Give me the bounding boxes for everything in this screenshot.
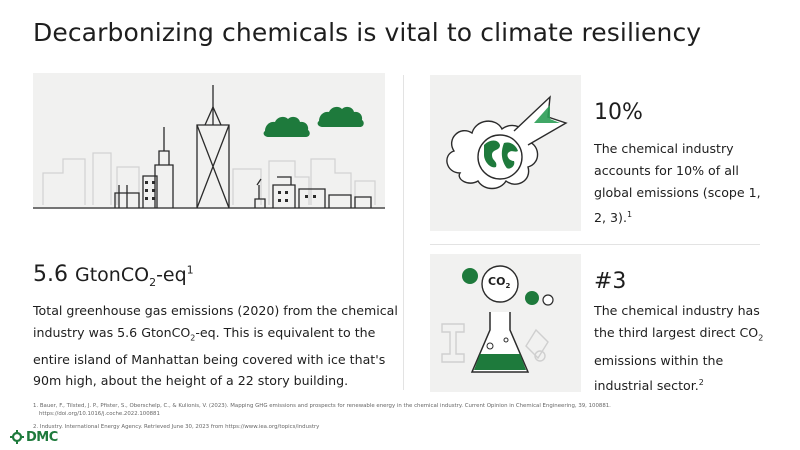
emissions-headline: 5.6 GtonCO2-eq1	[33, 262, 194, 289]
footnote-ref-1b: 1	[626, 210, 633, 219]
emissions-unit-subscript: 2	[149, 275, 157, 289]
globe-smoke-icon	[446, 95, 568, 190]
footnote-1-citation: 1. Bauer, F., Tilsted, J. P., Pfister, S…	[33, 403, 611, 409]
footnote-1-link[interactable]: https://doi.org/10.1016/j.coche.2022.100…	[39, 410, 160, 417]
footnote-ref-2: 2	[698, 377, 704, 387]
stat-3-text-cont: emissions within the industrial sector.	[594, 352, 724, 393]
dmc-logo-text: DMC	[26, 429, 58, 445]
vertical-divider	[403, 75, 404, 390]
stat-rank-3: #3	[594, 269, 627, 294]
skyline-drawing	[33, 85, 385, 241]
slide-title: Decarbonizing chemicals is vital to clim…	[33, 18, 702, 47]
stat-10-percent: 10%	[594, 100, 643, 125]
manhattan-skyline-illustration	[33, 73, 385, 241]
stat-10-percent-description: The chemical industry accounts for 10% o…	[594, 138, 774, 229]
footnote-2: 2. Industry. International Energy Agency…	[33, 424, 320, 430]
emissions-description-text-cont: -eq. This is equivalent to the entire is…	[33, 324, 386, 389]
footnote-1: 1. Bauer, F., Tilsted, J. P., Pfister, S…	[33, 403, 733, 418]
emissions-description-subscript: 2	[190, 333, 196, 343]
co2-subscript: 2	[505, 282, 511, 291]
co2-bubble-label: CO2	[488, 275, 510, 290]
stat-3-subscript: 2	[758, 333, 764, 343]
dmc-gear-icon	[10, 430, 24, 444]
stat-3-text: The chemical industry has the third larg…	[594, 303, 760, 340]
stat-10-text: The chemical industry accounts for 10% o…	[594, 141, 761, 226]
emissions-value: 5.6	[33, 262, 68, 287]
dmc-logo: DMC	[10, 429, 58, 445]
co2-label: CO	[488, 275, 506, 288]
horizontal-divider	[430, 244, 760, 245]
chemistry-panel: CO2	[430, 254, 581, 392]
footnote-ref-1: 1	[186, 263, 194, 277]
emissions-description-text: Total greenhouse gas emissions (2020) fr…	[33, 303, 398, 340]
emissions-unit: GtonCO	[75, 264, 150, 286]
emissions-description: Total greenhouse gas emissions (2020) fr…	[33, 300, 403, 392]
flask-co2-icon	[441, 265, 554, 373]
emissions-unit-suffix: -eq	[156, 264, 187, 286]
globe-smoke-panel	[430, 75, 581, 231]
stat-rank-3-description: The chemical industry has the third larg…	[594, 300, 774, 397]
